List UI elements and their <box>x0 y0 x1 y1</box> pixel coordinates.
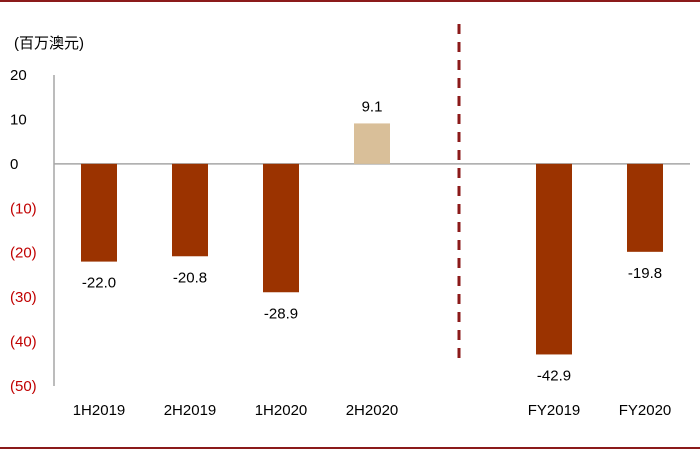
y-tick-label: (30) <box>10 289 37 306</box>
data-label-1h2019: -22.0 <box>82 275 116 292</box>
data-label-1h2020: -28.9 <box>264 305 298 322</box>
bar-2h2019 <box>172 163 208 257</box>
bar-1h2020 <box>263 163 299 293</box>
x-tick-label-fy2020: FY2020 <box>619 402 672 419</box>
y-tick-label: 20 <box>10 67 27 84</box>
y-tick-label: (20) <box>10 245 37 262</box>
bar-fy2020 <box>627 163 663 252</box>
y-tick-label: (50) <box>10 378 37 395</box>
top-frame-line <box>0 0 700 2</box>
x-tick-label-2h2019: 2H2019 <box>164 402 217 419</box>
axes <box>53 24 690 386</box>
data-label-fy2019: -42.9 <box>537 367 571 384</box>
x-tick-label-fy2019: FY2019 <box>528 402 581 419</box>
bar-1h2019 <box>81 163 117 262</box>
category-labels: 1H2019 2H2019 1H2020 2H2020 FY2019 FY2020 <box>73 402 672 419</box>
data-labels: -22.0 -20.8 -28.9 9.1 -42.9 -19.8 <box>82 98 662 384</box>
bar-fy2019 <box>536 163 572 355</box>
x-tick-label-1h2020: 1H2020 <box>255 402 308 419</box>
unit-label: (百万澳元) <box>14 35 84 52</box>
data-label-2h2020: 9.1 <box>362 98 383 115</box>
y-tick-label: (40) <box>10 334 37 351</box>
bar-2h2020 <box>354 123 390 164</box>
y-tick-label: (10) <box>10 200 37 217</box>
data-label-fy2020: -19.8 <box>628 265 662 282</box>
y-tick-label: 0 <box>10 156 18 173</box>
bottom-frame-line <box>0 447 700 449</box>
data-label-2h2019: -20.8 <box>173 269 207 286</box>
y-tick-label: 10 <box>10 111 27 128</box>
y-tick-labels: 20 10 0 (10) (20) (30) (40) (50) <box>10 67 37 395</box>
x-tick-label-1h2019: 1H2019 <box>73 402 126 419</box>
x-tick-label-2h2020: 2H2020 <box>346 402 399 419</box>
bars <box>81 123 663 355</box>
